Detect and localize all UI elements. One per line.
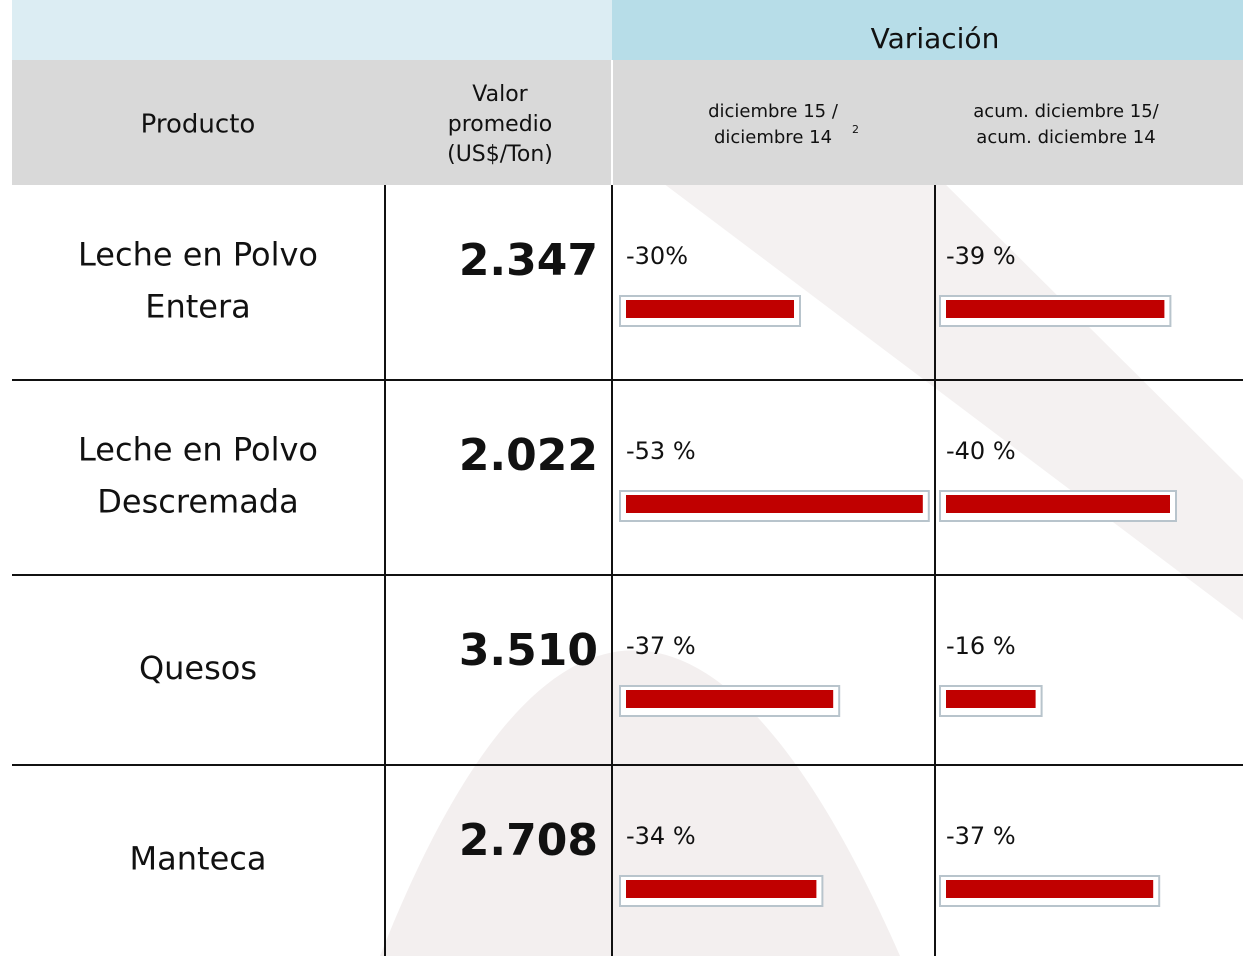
variation-label: -40 % xyxy=(946,437,1016,465)
variation-label: -34 % xyxy=(626,822,696,850)
variation-label: -53 % xyxy=(626,437,696,465)
product-name: Descremada xyxy=(97,483,298,521)
variation-label: -30% xyxy=(626,242,688,270)
variation-bar xyxy=(946,690,1036,708)
column-label: Valor xyxy=(472,82,528,107)
group-title: Variación xyxy=(871,22,1000,55)
product-name: Leche en Polvo xyxy=(78,431,318,469)
variation-bar xyxy=(626,300,794,318)
average-value: 2.022 xyxy=(459,430,598,481)
variation-label: -39 % xyxy=(946,242,1016,270)
variation-bar xyxy=(626,880,817,898)
product-name: Leche en Polvo xyxy=(78,236,318,274)
average-value: 2.708 xyxy=(459,815,598,866)
variation-bar xyxy=(946,495,1170,513)
variation-bar xyxy=(626,495,923,513)
header-band xyxy=(12,0,612,60)
column-header xyxy=(12,60,1243,185)
column-label: diciembre 14 xyxy=(714,127,832,148)
column-label: Producto xyxy=(141,110,256,140)
column-label: (US$/Ton) xyxy=(447,142,553,167)
variation-bar xyxy=(946,880,1154,898)
average-value: 2.347 xyxy=(459,235,598,286)
variation-label: -16 % xyxy=(946,632,1016,660)
average-value: 3.510 xyxy=(459,625,598,676)
product-name: Quesos xyxy=(139,649,257,687)
group-header xyxy=(612,0,1243,60)
column-label: acum. diciembre 15/ xyxy=(973,101,1159,122)
variation-bar xyxy=(946,300,1165,318)
column-label: promedio xyxy=(448,112,553,137)
product-name: Entera xyxy=(145,288,251,326)
variation-label: -37 % xyxy=(626,632,696,660)
variation-bar xyxy=(626,690,834,708)
footnote-mark: 2 xyxy=(852,123,859,136)
column-label: acum. diciembre 14 xyxy=(976,127,1155,148)
column-label: diciembre 15 / xyxy=(708,101,839,122)
variation-label: -37 % xyxy=(946,822,1016,850)
product-name: Manteca xyxy=(130,840,267,878)
